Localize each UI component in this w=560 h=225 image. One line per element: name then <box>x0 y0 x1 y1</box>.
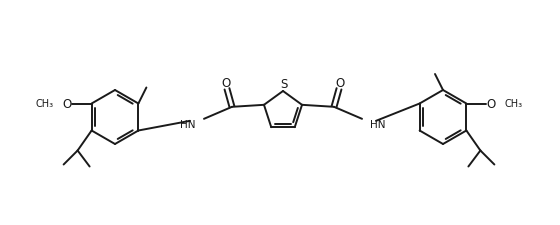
Text: O: O <box>335 77 344 90</box>
Text: S: S <box>281 78 288 91</box>
Text: O: O <box>221 77 231 90</box>
Text: O: O <box>62 98 71 110</box>
Text: O: O <box>487 98 496 110</box>
Text: CH₃: CH₃ <box>35 99 54 109</box>
Text: HN: HN <box>370 119 385 129</box>
Text: CH₃: CH₃ <box>505 99 522 109</box>
Text: HN: HN <box>180 119 196 129</box>
